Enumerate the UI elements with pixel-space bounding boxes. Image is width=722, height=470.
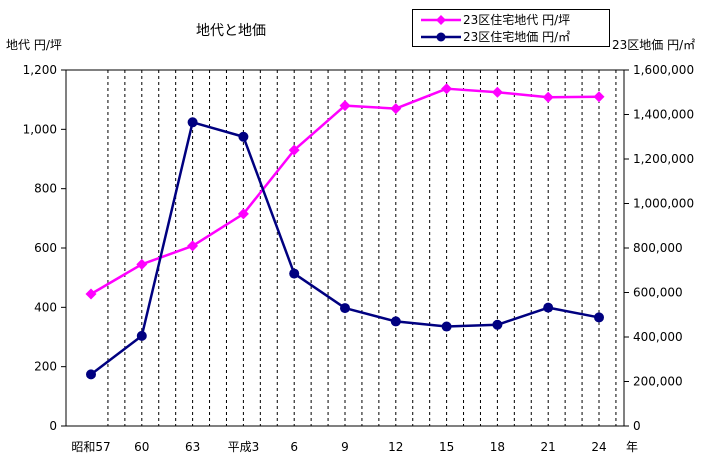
- left-tick-label: 800: [34, 182, 57, 196]
- data-point-diamond: [237, 208, 249, 220]
- x-axis-ticks: 昭和57 60 63 平成3 6 9 12 15 18 21 24: [71, 440, 606, 454]
- right-tick-label: 600,000: [633, 286, 683, 300]
- right-tick-label: 800,000: [633, 241, 683, 255]
- x-tick-label: 60: [134, 440, 149, 454]
- legend-item-land-rent: 23区住宅地代 円/坪: [413, 12, 609, 28]
- right-tick-label: 200,000: [633, 375, 683, 389]
- chart-legend: 23区住宅地代 円/坪 23区住宅地価 円/㎡: [412, 9, 610, 47]
- x-tick-label: 6: [290, 440, 298, 454]
- data-point-diamond: [491, 86, 503, 98]
- left-axis-ticks: 0 200 400 600 800 1,000 1,200: [23, 63, 66, 433]
- x-tick-label: 18: [490, 440, 505, 454]
- left-tick-label: 1,000: [23, 122, 57, 136]
- legend-marker-diamond: [421, 15, 461, 25]
- data-point-diamond: [288, 144, 300, 156]
- data-point-circle: [289, 268, 300, 279]
- right-axis-ticks: 0 200,000 400,000 600,000 800,000 1,000,000 1,…: [624, 63, 694, 433]
- x-tick-label: 9: [341, 440, 349, 454]
- x-tick-label: 平成3: [228, 440, 260, 454]
- chart-title: 地代と地価: [196, 23, 266, 39]
- data-point-circle: [441, 321, 452, 332]
- right-tick-label: 1,200,000: [633, 152, 694, 166]
- data-point-circle: [86, 369, 96, 380]
- left-tick-label: 600: [34, 241, 57, 255]
- right-tick-label: 0: [633, 419, 641, 433]
- data-point-diamond: [390, 103, 402, 115]
- data-point-diamond: [441, 83, 453, 95]
- data-point-diamond: [187, 240, 199, 252]
- left-tick-label: 0: [49, 419, 57, 433]
- data-point-circle: [238, 131, 249, 142]
- data-point-circle: [187, 117, 198, 128]
- data-point-circle: [390, 316, 401, 327]
- right-tick-label: 1,400,000: [633, 108, 694, 122]
- data-point-diamond: [593, 91, 605, 103]
- right-tick-label: 1,600,000: [633, 63, 694, 77]
- data-point-diamond: [339, 100, 351, 112]
- x-tick-label: 63: [185, 440, 200, 454]
- right-tick-label: 1,000,000: [633, 197, 694, 211]
- left-tick-label: 200: [34, 360, 57, 374]
- x-tick-label: 15: [439, 440, 454, 454]
- series-land-rent: [85, 83, 605, 300]
- left-tick-label: 400: [34, 300, 57, 314]
- legend-label-land-rent: 23区住宅地代 円/坪: [463, 13, 571, 27]
- x-tick-label: 昭和57: [71, 440, 110, 454]
- legend-label-land-price: 23区住宅地価 円/㎡: [463, 30, 571, 44]
- series-land-price: [86, 117, 604, 380]
- grid-lines: [107, 70, 617, 426]
- data-point-circle: [543, 302, 554, 313]
- x-tick-label: 21: [541, 440, 556, 454]
- data-point-circle: [492, 319, 503, 330]
- left-axis-label: 地代 円/坪: [6, 38, 62, 52]
- right-axis-label: 23区地価 円/㎡: [612, 38, 696, 52]
- legend-item-land-price: 23区住宅地価 円/㎡: [413, 29, 609, 45]
- legend-marker-circle: [421, 32, 461, 42]
- data-point-circle: [136, 330, 147, 341]
- data-point-diamond: [542, 91, 554, 103]
- x-tick-label: 12: [388, 440, 403, 454]
- data-point-circle: [340, 303, 350, 314]
- right-tick-label: 400,000: [633, 330, 683, 344]
- left-tick-label: 1,200: [23, 63, 57, 77]
- data-point-diamond: [136, 258, 148, 270]
- data-point-diamond: [85, 288, 97, 300]
- series-layer: [85, 83, 605, 380]
- x-tick-label: 24: [591, 440, 606, 454]
- x-axis-unit: 年: [626, 440, 639, 454]
- data-point-circle: [594, 312, 604, 323]
